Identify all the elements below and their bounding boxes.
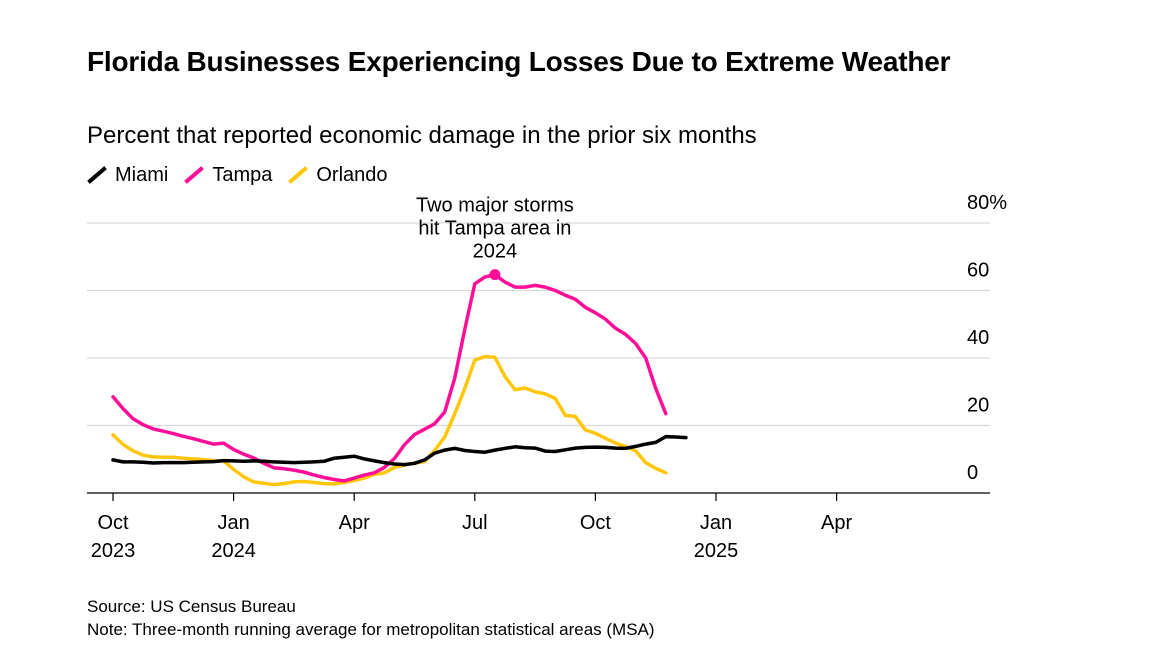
- y-tick-label-40: 40: [967, 327, 989, 349]
- legend-swatch-tampa: [184, 166, 205, 184]
- annotation-text-line-2: 2024: [473, 241, 518, 263]
- legend-item-tampa: Tampa: [184, 164, 272, 187]
- line-chart: 0 20 40 60 80% Oct 2023 Jan 2024 Apr Jul Oct Jan 2025…: [87, 192, 1007, 562]
- y-tick-label-60: 60: [967, 260, 989, 282]
- y-tick-label-20: 20: [967, 395, 989, 417]
- legend: Miami Tampa Orlando: [87, 162, 404, 188]
- source-note: Source: US Census Bureau: [87, 597, 296, 616]
- legend-label-miami: Miami: [115, 163, 169, 186]
- y-tick-label-80: 80%: [967, 192, 1007, 214]
- series-line-orlando: [111, 354, 668, 487]
- x-tick-label-2: Apr: [339, 512, 370, 534]
- legend-item-orlando: Orlando: [288, 163, 388, 187]
- methodology-note: Note: Three-month running average for me…: [87, 620, 655, 639]
- footer: Source: US Census Bureau Note: Three-mon…: [87, 595, 655, 641]
- legend-swatch-orlando: [288, 166, 309, 184]
- chart-title: Florida Businesses Experiencing Losses D…: [87, 46, 951, 77]
- series-line-tampa: [111, 272, 668, 483]
- legend-label-tampa: Tampa: [212, 163, 273, 186]
- legend-label-orlando: Orlando: [316, 163, 388, 186]
- chart-subtitle: Percent that reported economic damage in…: [87, 122, 757, 149]
- x-tick-label-3: Jul: [462, 512, 488, 534]
- annotation-text-line-0: Two major storms: [416, 195, 574, 217]
- x-tick-label-5: Jan: [700, 512, 732, 534]
- x-tick-label-1: Jan: [217, 512, 249, 534]
- annotation-text-line-1: hit Tampa area in: [418, 218, 571, 240]
- legend-swatch-miami: [87, 166, 107, 184]
- x-tick-year-label-0: 2023: [91, 540, 136, 562]
- y-tick-label-0: 0: [967, 462, 978, 484]
- x-tick-label-4: Oct: [580, 512, 612, 534]
- x-tick-year-label-5: 2025: [694, 540, 739, 562]
- x-tick-label-0: Oct: [97, 512, 129, 534]
- legend-item-miami: Miami: [87, 164, 168, 187]
- annotation-marker-0: [489, 269, 501, 281]
- x-tick-label-6: Apr: [821, 512, 852, 534]
- x-tick-year-label-1: 2024: [211, 540, 256, 562]
- series-line-miami: [111, 434, 688, 467]
